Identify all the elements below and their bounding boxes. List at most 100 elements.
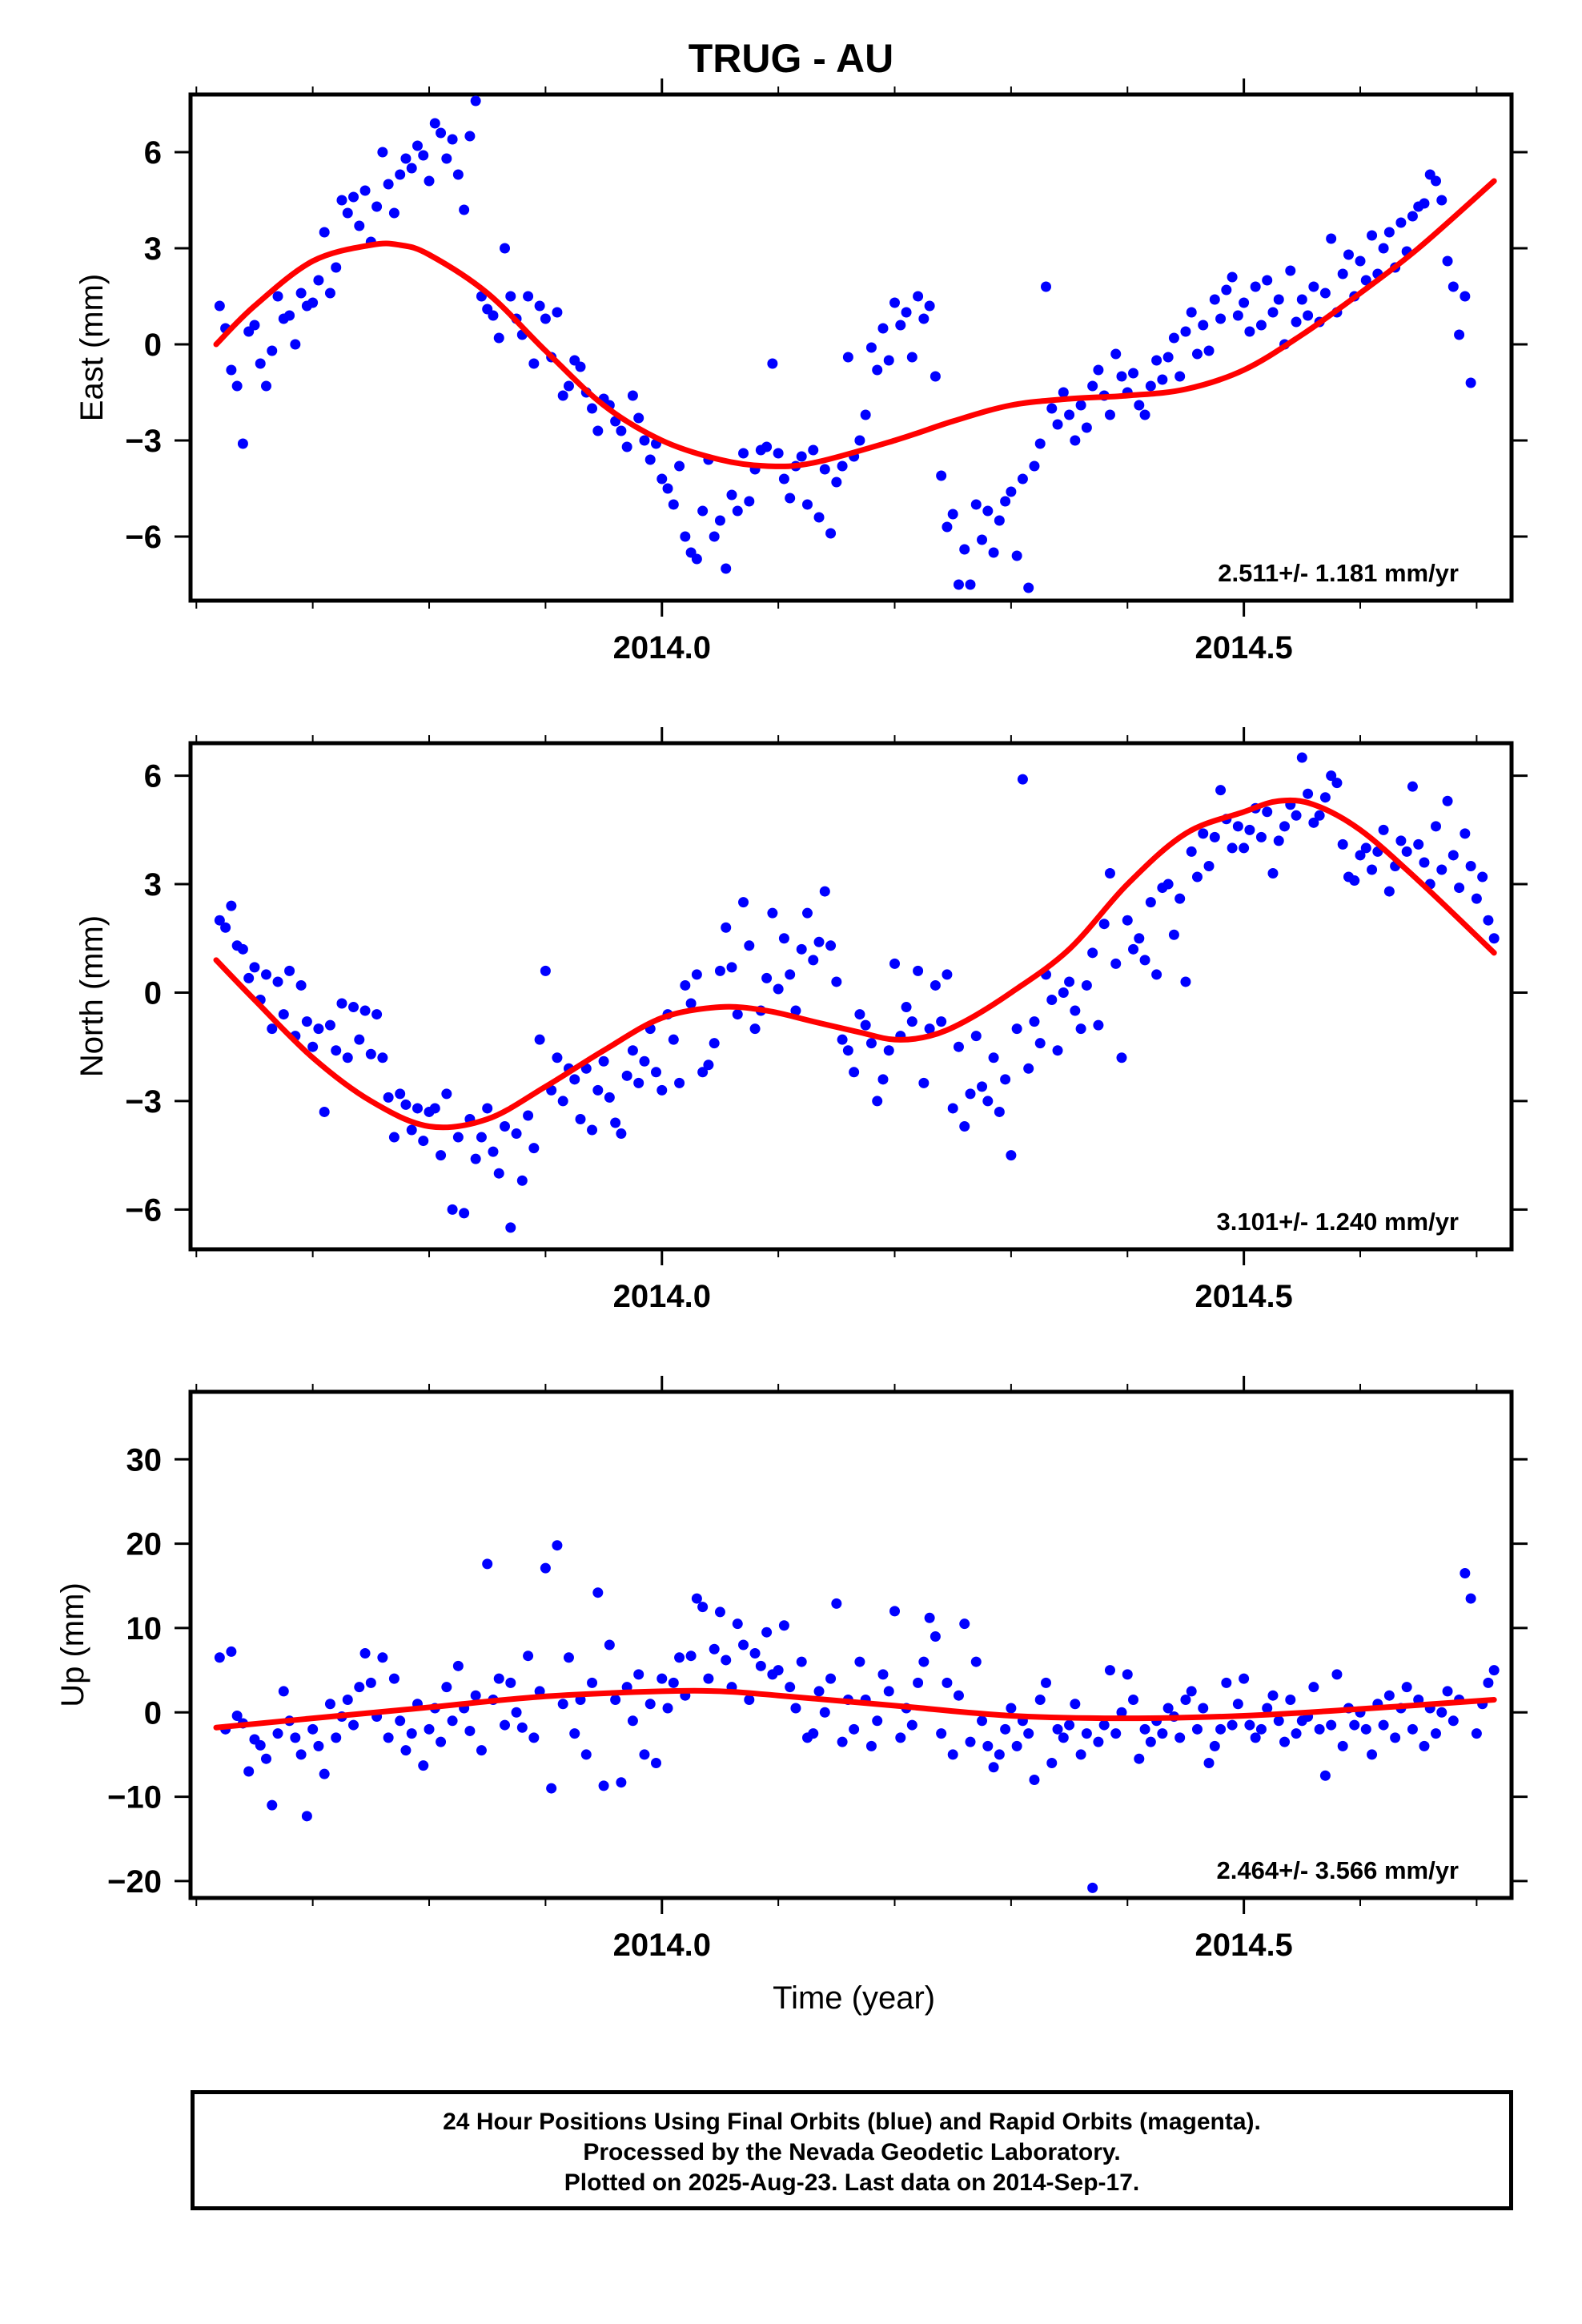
data-point [476, 1745, 487, 1756]
data-point [761, 441, 773, 452]
data-point [1174, 371, 1186, 382]
data-point [883, 1686, 894, 1697]
data-point [837, 1034, 848, 1045]
data-point [906, 352, 917, 363]
data-point [1349, 875, 1360, 887]
data-point [552, 1052, 563, 1063]
data-point [1052, 419, 1063, 430]
velocity-label: 2.464+/- 3.566 mm/yr [1217, 1856, 1459, 1884]
data-point [388, 1673, 400, 1684]
data-point [808, 955, 819, 966]
panel-3: 2014.0 2014.5 30 20 10 0 −10 −20 Up (mm) Time (ye… [55, 1376, 1528, 2016]
data-point [1250, 1732, 1261, 1743]
data-point [942, 1677, 953, 1688]
data-point [680, 979, 691, 991]
data-point [831, 476, 842, 488]
data-point [226, 900, 237, 911]
data-point [500, 1121, 511, 1132]
data-point [1436, 864, 1447, 875]
data-point [668, 1034, 679, 1045]
data-point [1232, 1699, 1243, 1710]
data-point [1145, 380, 1156, 392]
data-point [459, 204, 470, 215]
data-point [441, 1682, 452, 1693]
y-tick-label: 3 [144, 231, 162, 267]
data-points [214, 0, 1488, 593]
data-point [1488, 1665, 1500, 1676]
data-point [452, 1132, 464, 1143]
data-point [685, 1651, 697, 1662]
data-point [1162, 879, 1174, 890]
data-point [516, 1722, 528, 1733]
y-tick-label: 0 [144, 328, 162, 363]
data-point [395, 1088, 406, 1100]
data-point [865, 1038, 877, 1049]
data-point [947, 509, 958, 520]
data-point [354, 1682, 365, 1693]
data-point [406, 1728, 417, 1739]
data-point [1296, 294, 1307, 305]
data-point [307, 1041, 319, 1052]
data-point [592, 1587, 604, 1598]
y-tick-label: −6 [125, 520, 162, 555]
data-point [732, 1009, 743, 1020]
data-point [592, 425, 604, 436]
data-point [616, 1128, 627, 1140]
data-point [284, 965, 295, 976]
data-point [377, 147, 388, 158]
data-point [342, 1052, 353, 1063]
data-point [1460, 1567, 1471, 1578]
data-point [511, 1128, 522, 1140]
data-point [1075, 1749, 1086, 1760]
data-point [523, 1110, 534, 1121]
data-point [877, 323, 889, 334]
data-point [825, 940, 837, 951]
data-point [436, 1150, 447, 1161]
data-point [1244, 1719, 1255, 1731]
data-points [214, 1540, 1500, 1893]
data-point [1477, 0, 1488, 6]
data-point [1367, 230, 1378, 241]
data-point [1093, 1019, 1104, 1031]
x-tick-label: 2014.0 [613, 630, 711, 665]
data-point [901, 307, 912, 318]
data-point [278, 1686, 289, 1697]
data-point [249, 962, 260, 973]
data-point [749, 1648, 761, 1659]
data-point [1349, 1719, 1360, 1731]
data-point [470, 1690, 481, 1701]
data-point [1308, 817, 1319, 828]
data-point [761, 1626, 773, 1638]
data-point [1157, 374, 1168, 385]
data-point [674, 460, 685, 472]
data-point [1145, 1736, 1156, 1747]
data-point [621, 1070, 632, 1081]
data-point [1447, 850, 1459, 861]
data-point [895, 1732, 906, 1743]
data-point [1180, 976, 1191, 987]
data-point [732, 1618, 743, 1630]
data-point [721, 563, 732, 574]
data-point [313, 1023, 324, 1035]
data-point [790, 1703, 801, 1714]
data-point [295, 1749, 307, 1760]
data-point [1483, 1677, 1494, 1688]
data-point [1198, 320, 1209, 331]
data-point [627, 1045, 638, 1056]
data-point [260, 1753, 271, 1764]
data-point [703, 1059, 714, 1071]
data-point [1203, 345, 1215, 356]
data-point [598, 1780, 609, 1791]
data-point [1255, 1723, 1267, 1735]
data-point [1308, 1682, 1319, 1693]
data-point [540, 313, 551, 324]
y-tick-label: −20 [107, 1864, 162, 1900]
data-point [808, 1728, 819, 1739]
data-point [331, 262, 342, 273]
data-point [825, 1673, 837, 1684]
data-point [400, 153, 412, 164]
data-point [709, 531, 720, 542]
data-point [854, 1656, 865, 1667]
data-point [1401, 846, 1412, 857]
data-point [714, 965, 725, 976]
